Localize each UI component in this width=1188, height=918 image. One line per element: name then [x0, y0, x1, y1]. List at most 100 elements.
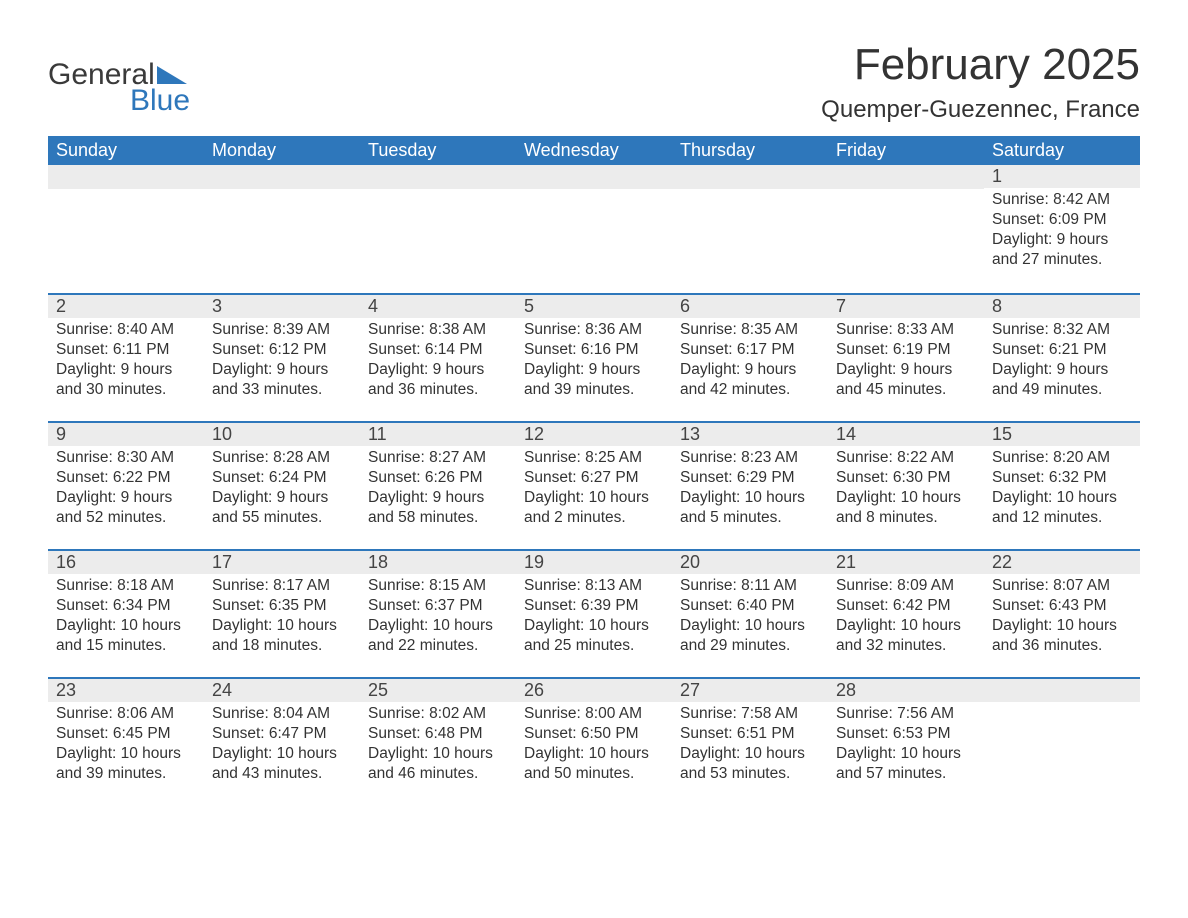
day-number: 2 — [48, 293, 204, 318]
day-details: Sunrise: 8:18 AMSunset: 6:34 PMDaylight:… — [48, 574, 204, 665]
calendar-day-cell: 5Sunrise: 8:36 AMSunset: 6:16 PMDaylight… — [516, 293, 672, 421]
day-number: 22 — [984, 549, 1140, 574]
daylight-line: Daylight: 9 hours and 52 minutes. — [56, 488, 196, 528]
sunset-line: Sunset: 6:27 PM — [524, 468, 664, 488]
day-number: 17 — [204, 549, 360, 574]
day-number: 15 — [984, 421, 1140, 446]
calendar-day-cell: 3Sunrise: 8:39 AMSunset: 6:12 PMDaylight… — [204, 293, 360, 421]
sunrise-line: Sunrise: 8:22 AM — [836, 448, 976, 468]
day-details: Sunrise: 8:04 AMSunset: 6:47 PMDaylight:… — [204, 702, 360, 793]
daylight-line: Daylight: 10 hours and 29 minutes. — [680, 616, 820, 656]
daylight-line: Daylight: 9 hours and 27 minutes. — [992, 230, 1132, 270]
empty-day-header — [516, 165, 672, 189]
sunset-line: Sunset: 6:12 PM — [212, 340, 352, 360]
calendar-day-cell: 22Sunrise: 8:07 AMSunset: 6:43 PMDayligh… — [984, 549, 1140, 677]
sunset-line: Sunset: 6:39 PM — [524, 596, 664, 616]
sunrise-line: Sunrise: 8:07 AM — [992, 576, 1132, 596]
sunset-line: Sunset: 6:16 PM — [524, 340, 664, 360]
calendar-day-cell: 9Sunrise: 8:30 AMSunset: 6:22 PMDaylight… — [48, 421, 204, 549]
day-number: 10 — [204, 421, 360, 446]
header: General Blue February 2025 Quemper-Gueze… — [48, 40, 1140, 124]
sunrise-line: Sunrise: 8:30 AM — [56, 448, 196, 468]
calendar-day-cell: 26Sunrise: 8:00 AMSunset: 6:50 PMDayligh… — [516, 677, 672, 805]
location: Quemper-Guezennec, France — [821, 96, 1140, 124]
sunrise-line: Sunrise: 8:36 AM — [524, 320, 664, 340]
daylight-line: Daylight: 10 hours and 18 minutes. — [212, 616, 352, 656]
sunset-line: Sunset: 6:30 PM — [836, 468, 976, 488]
day-number: 8 — [984, 293, 1140, 318]
calendar-week-row: 16Sunrise: 8:18 AMSunset: 6:34 PMDayligh… — [48, 549, 1140, 677]
day-details: Sunrise: 8:20 AMSunset: 6:32 PMDaylight:… — [984, 446, 1140, 537]
day-details: Sunrise: 8:17 AMSunset: 6:35 PMDaylight:… — [204, 574, 360, 665]
day-number: 18 — [360, 549, 516, 574]
day-details: Sunrise: 8:02 AMSunset: 6:48 PMDaylight:… — [360, 702, 516, 793]
calendar-day-cell: 17Sunrise: 8:17 AMSunset: 6:35 PMDayligh… — [204, 549, 360, 677]
day-details: Sunrise: 8:13 AMSunset: 6:39 PMDaylight:… — [516, 574, 672, 665]
day-number: 6 — [672, 293, 828, 318]
month-title: February 2025 — [821, 40, 1140, 90]
sunset-line: Sunset: 6:24 PM — [212, 468, 352, 488]
sunset-line: Sunset: 6:11 PM — [56, 340, 196, 360]
calendar-day-cell: 13Sunrise: 8:23 AMSunset: 6:29 PMDayligh… — [672, 421, 828, 549]
calendar-table: SundayMondayTuesdayWednesdayThursdayFrid… — [48, 136, 1140, 805]
calendar-day-cell: 23Sunrise: 8:06 AMSunset: 6:45 PMDayligh… — [48, 677, 204, 805]
day-number: 4 — [360, 293, 516, 318]
day-details: Sunrise: 8:27 AMSunset: 6:26 PMDaylight:… — [360, 446, 516, 537]
weekday-header: Tuesday — [360, 136, 516, 165]
daylight-line: Daylight: 10 hours and 5 minutes. — [680, 488, 820, 528]
sunset-line: Sunset: 6:19 PM — [836, 340, 976, 360]
empty-day-header — [48, 165, 204, 189]
sunset-line: Sunset: 6:32 PM — [992, 468, 1132, 488]
sunset-line: Sunset: 6:45 PM — [56, 724, 196, 744]
sunset-line: Sunset: 6:47 PM — [212, 724, 352, 744]
daylight-line: Daylight: 10 hours and 50 minutes. — [524, 744, 664, 784]
sunrise-line: Sunrise: 7:56 AM — [836, 704, 976, 724]
sunset-line: Sunset: 6:43 PM — [992, 596, 1132, 616]
day-details: Sunrise: 8:07 AMSunset: 6:43 PMDaylight:… — [984, 574, 1140, 665]
calendar-day-cell: 6Sunrise: 8:35 AMSunset: 6:17 PMDaylight… — [672, 293, 828, 421]
daylight-line: Daylight: 10 hours and 2 minutes. — [524, 488, 664, 528]
sunrise-line: Sunrise: 8:38 AM — [368, 320, 508, 340]
sunrise-line: Sunrise: 8:13 AM — [524, 576, 664, 596]
calendar-day-cell: 8Sunrise: 8:32 AMSunset: 6:21 PMDaylight… — [984, 293, 1140, 421]
calendar-day-cell: 16Sunrise: 8:18 AMSunset: 6:34 PMDayligh… — [48, 549, 204, 677]
day-number: 5 — [516, 293, 672, 318]
calendar-week-row: 9Sunrise: 8:30 AMSunset: 6:22 PMDaylight… — [48, 421, 1140, 549]
sunset-line: Sunset: 6:09 PM — [992, 210, 1132, 230]
day-details: Sunrise: 8:00 AMSunset: 6:50 PMDaylight:… — [516, 702, 672, 793]
day-details: Sunrise: 8:15 AMSunset: 6:37 PMDaylight:… — [360, 574, 516, 665]
sunset-line: Sunset: 6:35 PM — [212, 596, 352, 616]
weekday-header: Thursday — [672, 136, 828, 165]
empty-day-header — [672, 165, 828, 189]
day-details: Sunrise: 8:42 AMSunset: 6:09 PMDaylight:… — [984, 188, 1140, 279]
sunrise-line: Sunrise: 8:02 AM — [368, 704, 508, 724]
daylight-line: Daylight: 10 hours and 8 minutes. — [836, 488, 976, 528]
daylight-line: Daylight: 9 hours and 30 minutes. — [56, 360, 196, 400]
day-number: 14 — [828, 421, 984, 446]
sunset-line: Sunset: 6:48 PM — [368, 724, 508, 744]
calendar-day-cell: 18Sunrise: 8:15 AMSunset: 6:37 PMDayligh… — [360, 549, 516, 677]
day-number: 24 — [204, 677, 360, 702]
sunset-line: Sunset: 6:14 PM — [368, 340, 508, 360]
day-details: Sunrise: 8:40 AMSunset: 6:11 PMDaylight:… — [48, 318, 204, 409]
day-number: 12 — [516, 421, 672, 446]
sunset-line: Sunset: 6:51 PM — [680, 724, 820, 744]
calendar-empty-cell — [48, 165, 204, 293]
empty-day-header — [828, 165, 984, 189]
calendar-day-cell: 1Sunrise: 8:42 AMSunset: 6:09 PMDaylight… — [984, 165, 1140, 293]
weekday-header: Friday — [828, 136, 984, 165]
weekday-header: Sunday — [48, 136, 204, 165]
sunrise-line: Sunrise: 7:58 AM — [680, 704, 820, 724]
day-number: 3 — [204, 293, 360, 318]
daylight-line: Daylight: 9 hours and 58 minutes. — [368, 488, 508, 528]
sunrise-line: Sunrise: 8:23 AM — [680, 448, 820, 468]
daylight-line: Daylight: 10 hours and 15 minutes. — [56, 616, 196, 656]
day-number: 1 — [984, 165, 1140, 188]
calendar-week-row: 2Sunrise: 8:40 AMSunset: 6:11 PMDaylight… — [48, 293, 1140, 421]
sunset-line: Sunset: 6:26 PM — [368, 468, 508, 488]
calendar-day-cell: 12Sunrise: 8:25 AMSunset: 6:27 PMDayligh… — [516, 421, 672, 549]
calendar-day-cell: 19Sunrise: 8:13 AMSunset: 6:39 PMDayligh… — [516, 549, 672, 677]
sunrise-line: Sunrise: 8:32 AM — [992, 320, 1132, 340]
daylight-line: Daylight: 10 hours and 53 minutes. — [680, 744, 820, 784]
calendar-day-cell: 2Sunrise: 8:40 AMSunset: 6:11 PMDaylight… — [48, 293, 204, 421]
